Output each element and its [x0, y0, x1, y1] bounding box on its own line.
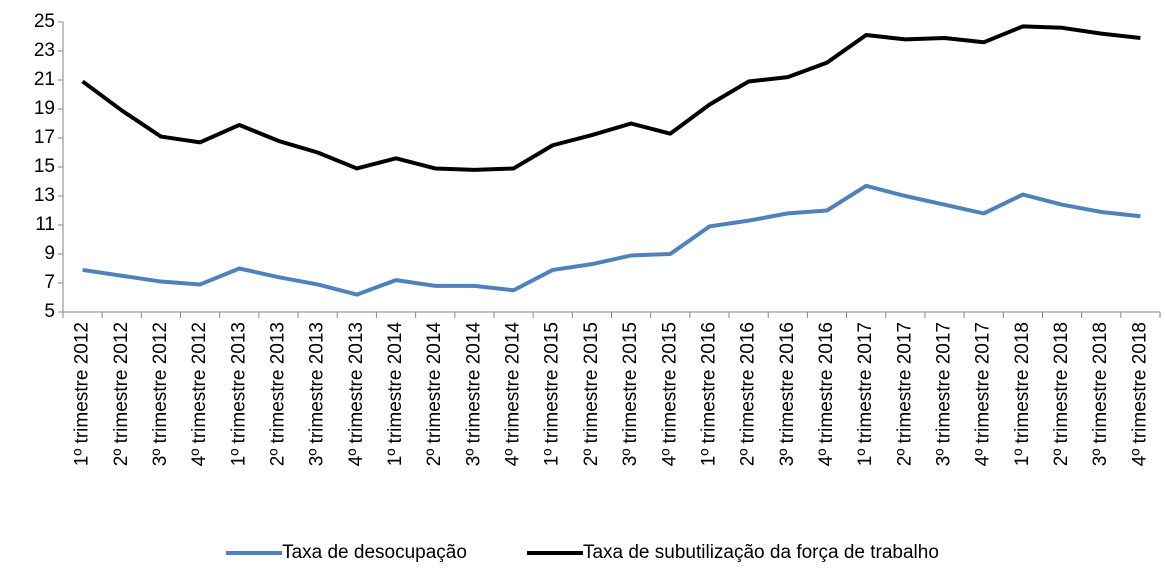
- x-tick-label: 3º trimestre 2015: [620, 322, 641, 466]
- x-tick-label: 3º trimestre 2017: [934, 322, 955, 466]
- x-tick-label: 2º trimestre 2012: [111, 322, 132, 466]
- y-tick-label: 11: [35, 214, 55, 235]
- y-tick-label: 25: [34, 11, 55, 32]
- x-tick-label: 4º trimestre 2017: [973, 322, 994, 466]
- x-tick-label: 1º trimestre 2018: [1012, 322, 1033, 466]
- y-tick-label: 9: [44, 243, 55, 264]
- x-tick-label: 1º trimestre 2015: [542, 322, 563, 466]
- x-tick-label: 4º trimestre 2013: [346, 322, 367, 466]
- x-tick-label: 3º trimestre 2014: [463, 322, 484, 467]
- y-tick-label: 23: [34, 40, 55, 61]
- x-tick-label: 2º trimestre 2013: [267, 322, 288, 466]
- x-tick-label: 4º trimestre 2015: [659, 322, 680, 466]
- x-tick-label: 3º trimestre 2012: [150, 322, 171, 466]
- y-tick-label: 5: [44, 301, 55, 322]
- y-tick-label: 17: [34, 127, 55, 148]
- x-tick-label: 2º trimestre 2015: [581, 322, 602, 466]
- x-tick-label: 1º trimestre 2012: [72, 322, 93, 466]
- series-line: [82, 183, 1141, 297]
- x-tick-label: 3º trimestre 2018: [1090, 322, 1111, 466]
- y-tick-label: 15: [34, 156, 55, 177]
- x-tick-label: 1º trimestre 2013: [228, 322, 249, 466]
- legend-label: Taxa de desocupação: [282, 542, 467, 563]
- x-tick-label: 3º trimestre 2013: [307, 322, 328, 466]
- x-tick-label: 2º trimestre 2016: [738, 322, 759, 466]
- x-tick-label: 4º trimestre 2018: [1129, 322, 1150, 466]
- x-tick-label: 1º trimestre 2014: [385, 322, 406, 467]
- x-tick-label: 4º trimestre 2012: [189, 322, 210, 466]
- legend-label: Taxa de subutilização da força de trabal…: [583, 542, 939, 563]
- x-tick-label: 4º trimestre 2014: [503, 322, 524, 467]
- x-tick-label: 1º trimestre 2016: [698, 322, 719, 466]
- y-tick-label: 19: [34, 98, 55, 119]
- x-tick-label: 4º trimestre 2016: [816, 322, 837, 466]
- x-tick-label: 2º trimestre 2014: [424, 322, 445, 467]
- y-tick-label: 13: [34, 185, 55, 206]
- x-tick-label: 2º trimestre 2018: [1051, 322, 1072, 466]
- y-tick-label: 21: [34, 69, 55, 90]
- x-tick-label: 3º trimestre 2016: [777, 322, 798, 466]
- series-line: [81, 24, 1141, 172]
- x-tick-label: 2º trimestre 2017: [894, 322, 915, 466]
- y-tick-label: 7: [44, 272, 55, 293]
- x-tick-label: 1º trimestre 2017: [855, 322, 876, 466]
- legend: Taxa de desocupação Taxa de subutilização…: [226, 542, 939, 563]
